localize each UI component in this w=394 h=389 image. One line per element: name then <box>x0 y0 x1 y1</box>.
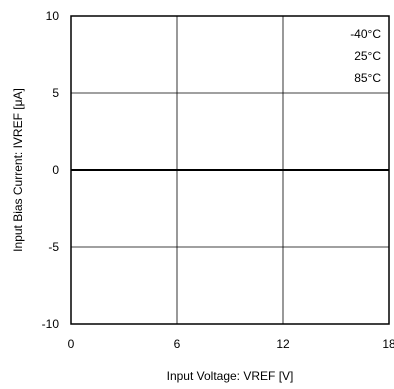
x-tick-label: 0 <box>68 337 75 351</box>
x-tick-label: 18 <box>382 337 394 351</box>
legend-entry: 25°C <box>354 49 381 63</box>
x-tick-label: 6 <box>174 337 181 351</box>
x-tick-label: 12 <box>276 337 290 351</box>
y-tick-labels: 10 5 0 -5 -10 <box>42 9 60 331</box>
x-axis-label: Input Voltage: VREF [V] <box>167 369 294 383</box>
y-tick-label: 10 <box>46 9 60 23</box>
y-axis-label: Input Bias Current: IVREF [μA] <box>11 88 25 252</box>
x-tick-labels: 0 6 12 18 <box>68 337 394 351</box>
y-tick-label: -5 <box>48 240 59 254</box>
y-tick-label: -10 <box>42 317 60 331</box>
legend-entry: -40°C <box>350 27 381 41</box>
plot-frame <box>70 15 390 325</box>
y-tick-label: 5 <box>52 86 59 100</box>
legend-entry: 85°C <box>354 71 381 85</box>
legend: -40°C 25°C 85°C <box>350 27 381 85</box>
y-tick-label: 0 <box>52 163 59 177</box>
